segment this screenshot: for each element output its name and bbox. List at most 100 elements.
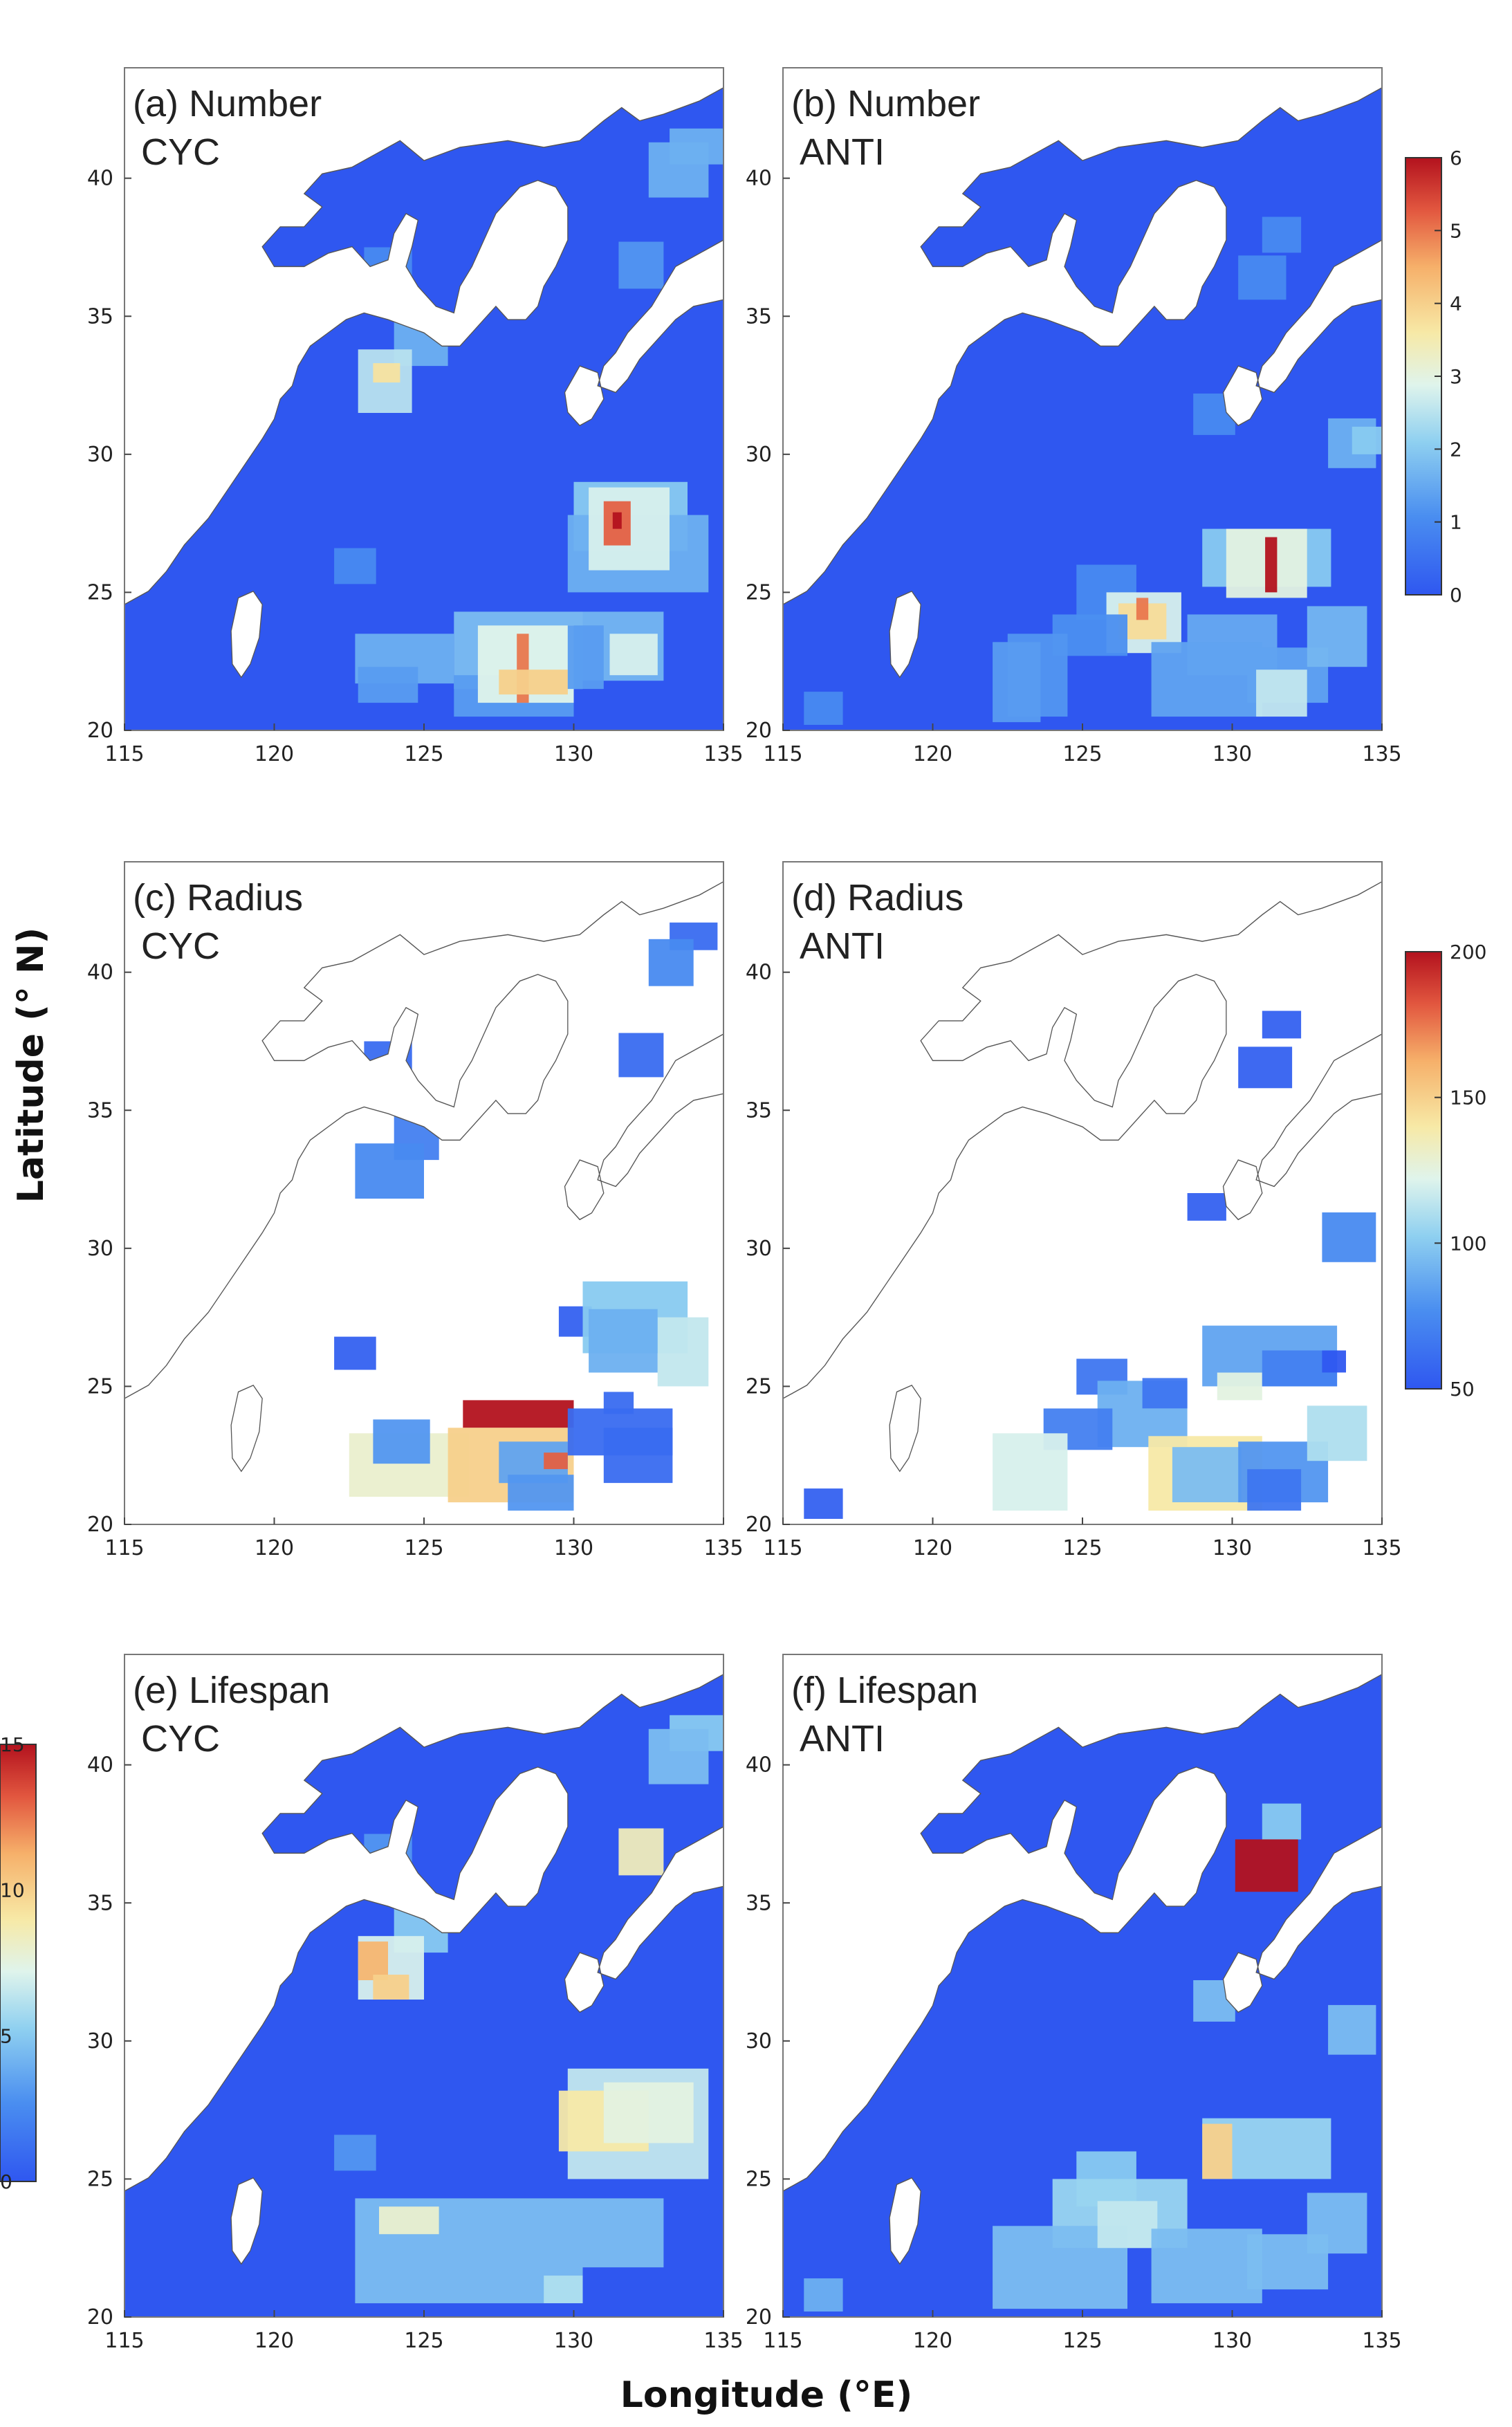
panel-a-cell-1 [648, 142, 709, 198]
panel-d: 115 120 125 130 135 20 25 30 35 40 (d) Radius ANTI 5… [746, 861, 1486, 1560]
panel-a-xtick-label-3: 130 [554, 742, 593, 766]
colorbar-b-tick-label-2: 2 [1450, 438, 1462, 461]
panel-e-subtitle: CYC [141, 1718, 220, 1760]
panel-b-cell-19 [1307, 606, 1367, 667]
panel-f-xtick-label-0: 115 [763, 2329, 802, 2353]
panel-a-cell-14 [358, 667, 418, 703]
colorbar-d-bar [1405, 951, 1442, 1390]
panel-f-ytick-label-1: 25 [746, 2167, 772, 2191]
panel-d-ytick-label-0: 20 [746, 1513, 772, 1537]
panel-e-ytick-label-2: 30 [87, 2029, 113, 2054]
panel-c-cell-17 [508, 1475, 574, 1511]
panel-a-cell-6 [373, 363, 400, 382]
panel-c-xtick-label-0: 115 [104, 1536, 144, 1560]
panel-f-xtick-label-4: 135 [1362, 2329, 1401, 2353]
panel-f-xtick-label-3: 130 [1213, 2329, 1252, 2353]
panel-e: 115 120 125 130 135 20 25 30 35 40 (e) Lifespan CYC [87, 1654, 744, 2353]
panel-c-cell-2 [618, 1033, 664, 1078]
panel-b-xtick-label-3: 130 [1213, 742, 1252, 766]
panel-b-xtick-label-0: 115 [763, 742, 802, 766]
panel-a-map [125, 68, 723, 730]
panel-a-cell-7 [334, 548, 376, 584]
axis-labels-layer: Latitude (° N) Longitude (°E) [10, 928, 912, 2416]
colorbar-b-tick-label-0: 0 [1450, 584, 1462, 607]
panel-b-ytick-label-3: 35 [746, 304, 772, 329]
panel-b-ytick-label-0: 20 [746, 719, 772, 743]
panel-b-cell-0 [1262, 216, 1302, 253]
panel-c: 115 120 125 130 135 20 25 30 35 40 (c) Radius CYC [87, 861, 744, 1560]
panel-f-map [783, 1654, 1382, 2317]
panel-f-cell-8 [1151, 2228, 1262, 2304]
panel-f-ytick-label-2: 30 [746, 2029, 772, 2054]
panel-f-cell-12 [1307, 2193, 1367, 2254]
panel-b-cell-4 [1352, 426, 1382, 454]
panel-d-cell-2 [1187, 1193, 1226, 1221]
panel-f-ytick-label-4: 40 [746, 1753, 772, 1778]
panel-e-ytick-label-4: 40 [87, 1753, 113, 1778]
panel-b-cell-20 [804, 692, 843, 725]
panel-e-cell-14 [582, 2198, 664, 2268]
panel-d-xtick-label-3: 130 [1213, 1536, 1252, 1560]
colorbar-b-tick-label-5: 5 [1450, 219, 1462, 242]
panel-b-map [783, 68, 1382, 730]
panel-d-xtick-label-0: 115 [763, 1536, 802, 1560]
panel-c-xtick-label-1: 120 [255, 1536, 294, 1560]
panel-c-ytick-label-3: 35 [87, 1098, 113, 1123]
panel-e-title: (e) Lifespan [133, 1670, 330, 1711]
colorbar-d-tick-label-2: 150 [1450, 1087, 1486, 1109]
panel-b-ytick-label-1: 25 [746, 580, 772, 605]
panel-d-cell-9 [1217, 1372, 1262, 1401]
panel-c-xtick-label-2: 125 [404, 1536, 443, 1560]
panel-e-xtick-label-4: 135 [703, 2329, 743, 2353]
panel-e-map [125, 1654, 723, 2317]
panel-c-xtick-label-4: 135 [703, 1536, 743, 1560]
panel-a-cell-19 [499, 670, 568, 695]
colorbar-b-tick-label-4: 4 [1450, 293, 1462, 315]
panel-d-cell-17 [1307, 1405, 1367, 1461]
panel-a-title: (a) Number [133, 83, 322, 124]
panel-b-ytick-label-2: 30 [746, 443, 772, 467]
panel-b-title: (b) Number [791, 83, 980, 124]
panel-d-xtick-label-4: 135 [1362, 1536, 1401, 1560]
panel-a-ytick-label-2: 30 [87, 443, 113, 467]
panel-e-cell-1 [648, 1728, 709, 1784]
panel-e-xtick-label-1: 120 [255, 2329, 294, 2353]
panel-d-cell-16 [1247, 1469, 1302, 1511]
panel-d-xtick-label-2: 125 [1062, 1536, 1102, 1560]
panel-d-cell-1 [1238, 1046, 1293, 1089]
panel-b-xtick-label-4: 135 [1362, 742, 1401, 766]
colorbar-b-tick-label-3: 3 [1450, 365, 1462, 388]
panel-c-cell-19 [603, 1428, 673, 1484]
panel-b-cell-18 [1256, 670, 1307, 717]
colorbar-f-tick-label-1: 5 [0, 2024, 12, 2047]
panel-a: 115 120 125 130 135 20 25 30 35 40 (a) Number CYC [87, 67, 744, 766]
panel-f-ytick-label-3: 35 [746, 1891, 772, 1915]
panel-e-cell-8 [334, 2134, 376, 2171]
panel-f-cell-13 [804, 2278, 843, 2311]
panel-e-cell-6 [358, 1941, 388, 1980]
panel-b-ytick-label-4: 40 [746, 167, 772, 191]
panel-d-cell-0 [1262, 1011, 1302, 1039]
panel-c-cell-11 [463, 1400, 574, 1428]
panel-c-cell-20 [603, 1392, 634, 1414]
panel-b-cell-16 [1151, 642, 1262, 717]
panel-e-xtick-label-3: 130 [554, 2329, 593, 2353]
panel-a-ytick-label-4: 40 [87, 167, 113, 191]
panel-f-cell-3 [1328, 2004, 1376, 2055]
panel-c-cell-13 [373, 1419, 430, 1464]
panel-e-ytick-label-3: 35 [87, 1891, 113, 1915]
panel-a-cell-21 [609, 634, 658, 676]
panel-c-cell-6 [334, 1336, 376, 1370]
panel-c-subtitle: CYC [141, 925, 220, 967]
panel-e-cell-7 [373, 1975, 409, 2000]
panel-b-cell-1 [1238, 255, 1287, 300]
panel-a-xtick-label-1: 120 [255, 742, 294, 766]
panel-d-ytick-label-3: 35 [746, 1098, 772, 1123]
panel-f-xtick-label-1: 120 [913, 2329, 952, 2353]
panel-c-ytick-label-4: 40 [87, 961, 113, 985]
panel-c-cell-9 [657, 1317, 709, 1387]
colorbar-d-tick-label-3: 200 [1450, 941, 1486, 963]
